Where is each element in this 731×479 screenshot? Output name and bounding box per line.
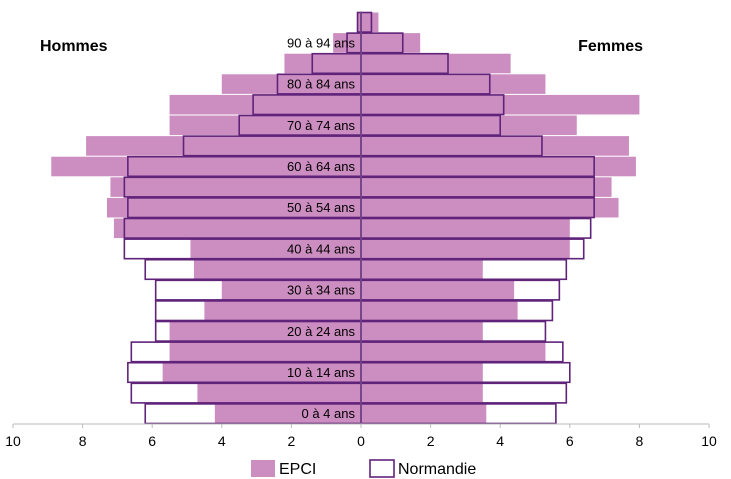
- legend-label-normandie: Normandie: [398, 461, 476, 478]
- epci-bar-femmes-0-a-4-ans: [361, 403, 487, 424]
- epci-bar-hommes-80-a-84-ans: [221, 74, 361, 94]
- x-tick-label-7: 4: [496, 433, 504, 449]
- epci-bar-hommes-20-a-24-ans: [169, 321, 361, 342]
- epci-bar-hommes-0-a-4-ans: [214, 403, 361, 424]
- epci-bar-hommes-55-a-59-ans: [110, 177, 361, 197]
- epci-bar-femmes-50-a-54-ans: [361, 197, 619, 218]
- epci-bar-femmes-80-a-84-ans: [361, 74, 546, 94]
- epci-bar-femmes-65-a-69-ans: [361, 136, 629, 156]
- age-label-0-a-4-ans: 0 à 4 ans: [302, 406, 356, 421]
- epci-bar-hommes-70-a-74-ans: [169, 115, 361, 136]
- epci-bar-femmes-15-a-19-ans: [361, 342, 546, 362]
- legend-swatch-epci: [251, 460, 275, 477]
- age-label-60-a-64-ans: 60 à 64 ans: [287, 159, 355, 174]
- epci-bar-femmes-75-a-79-ans: [361, 94, 640, 115]
- age-group-labels: 0 à 4 ans 10 à 14 ans 20 à 24 ans 30 à 34 a…: [287, 35, 355, 421]
- epci-bar-femmes-40-a-44-ans: [361, 239, 570, 259]
- epci-bar-hommes-65-a-69-ans: [86, 136, 361, 156]
- epci-bar-hommes-45-a-49-ans: [113, 218, 361, 239]
- epci-bar-femmes-95-ans-et-plus: [361, 12, 379, 33]
- epci-bar-hommes-30-a-34-ans: [221, 280, 361, 300]
- epci-bar-femmes-45-a-49-ans: [361, 218, 570, 239]
- age-label-50-a-54-ans: 50 à 54 ans: [287, 200, 355, 215]
- age-label-20-a-24-ans: 20 à 24 ans: [287, 324, 355, 339]
- x-tick-label-4: 2: [288, 433, 296, 449]
- age-label-40-a-44-ans: 40 à 44 ans: [287, 241, 355, 256]
- epci-bar-hommes-5-a-9-ans: [197, 383, 361, 403]
- epci-bar-hommes-40-a-44-ans: [190, 239, 361, 259]
- epci-bar-femmes-10-a-14-ans: [361, 362, 483, 383]
- legend-label-epci: EPCI: [279, 461, 316, 478]
- age-label-90-a-94-ans: 90 à 94 ans: [287, 35, 355, 50]
- epci-bar-femmes-30-a-34-ans: [361, 280, 515, 300]
- x-tick-label-10: 10: [701, 433, 717, 449]
- epci-bar-hommes-60-a-64-ans: [51, 156, 361, 177]
- x-tick-label-0: 10: [5, 433, 21, 449]
- age-label-70-a-74-ans: 70 à 74 ans: [287, 118, 355, 133]
- x-tick-label-6: 2: [427, 433, 435, 449]
- epci-bar-hommes-35-a-39-ans: [193, 259, 361, 280]
- epci-bar-hommes-85-a-89-ans: [284, 53, 361, 74]
- x-tick-label-5: 0: [357, 433, 365, 449]
- x-tick-label-3: 4: [218, 433, 226, 449]
- epci-bar-hommes-10-a-14-ans: [162, 362, 361, 383]
- epci-bars: [51, 12, 640, 424]
- epci-bar-femmes-90-a-94-ans: [361, 33, 421, 53]
- age-label-80-a-84-ans: 80 à 84 ans: [287, 77, 355, 92]
- side-label-femmes: Femmes: [578, 38, 643, 55]
- normandie-bars: [123, 11, 595, 425]
- epci-bar-femmes-5-a-9-ans: [361, 383, 483, 403]
- side-label-hommes: Hommes: [40, 38, 108, 55]
- x-tick-label-2: 6: [148, 433, 156, 449]
- epci-bar-femmes-60-a-64-ans: [361, 156, 636, 177]
- legend-swatch-normandie: [369, 459, 395, 478]
- epci-bar-hommes-15-a-19-ans: [169, 342, 361, 362]
- epci-bar-femmes-85-a-89-ans: [361, 53, 511, 74]
- age-label-10-a-14-ans: 10 à 14 ans: [287, 365, 355, 380]
- x-tick-label-9: 8: [636, 433, 644, 449]
- age-label-30-a-34-ans: 30 à 34 ans: [287, 283, 355, 298]
- epci-bar-hommes-75-a-79-ans: [169, 94, 361, 115]
- x-tick-label-8: 6: [566, 433, 574, 449]
- x-tick-label-1: 8: [79, 433, 87, 449]
- x-axis-ticks: 10 8 6 4 2 0 2 4 6 8 10: [5, 424, 717, 449]
- epci-bar-femmes-55-a-59-ans: [361, 177, 612, 197]
- epci-bar-femmes-25-a-29-ans: [361, 300, 518, 321]
- epci-bar-hommes-25-a-29-ans: [204, 300, 361, 321]
- epci-bar-femmes-35-a-39-ans: [361, 259, 483, 280]
- epci-bar-hommes-50-a-54-ans: [106, 197, 362, 218]
- epci-bar-hommes-95-ans-et-plus: [357, 12, 361, 33]
- legend: EPCI Normandie: [251, 459, 476, 478]
- epci-bar-femmes-70-a-74-ans: [361, 115, 577, 136]
- epci-bar-femmes-20-a-24-ans: [361, 321, 483, 342]
